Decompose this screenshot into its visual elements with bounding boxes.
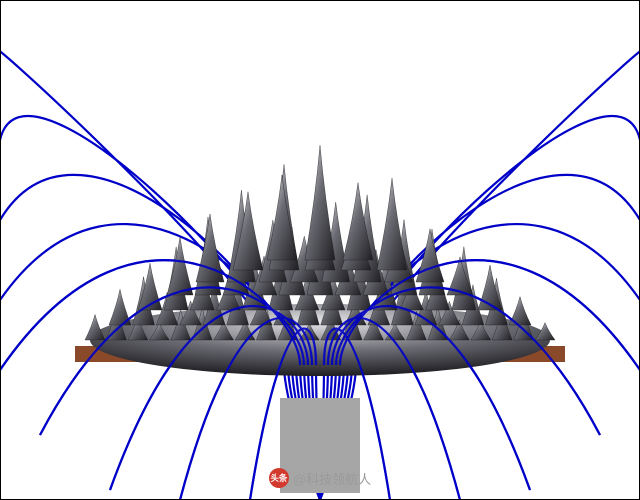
diagram-svg [0, 0, 640, 500]
toutiao-badge-icon: 头条 [269, 468, 289, 488]
watermark-text: @科技领航人 [293, 469, 371, 488]
watermark: 头条 @科技领航人 [0, 468, 640, 488]
diagram-stage: 头条 @科技领航人 [0, 0, 640, 500]
